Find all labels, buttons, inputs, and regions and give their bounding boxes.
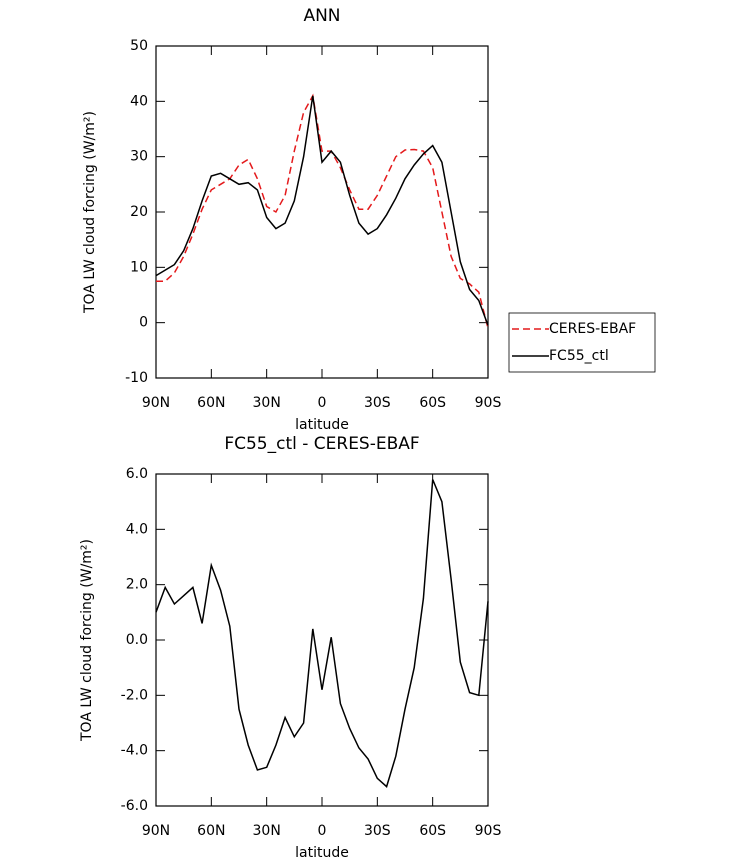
x-tick-label: 30N xyxy=(253,395,281,411)
x-tick-label: 0 xyxy=(318,395,327,411)
y-tick-label: -6.0 xyxy=(121,798,148,814)
legend-box xyxy=(508,312,656,373)
x-tick-label: 30S xyxy=(364,823,391,839)
x-axis-label: latitude xyxy=(295,417,349,433)
chart-title: ANN xyxy=(303,6,340,26)
x-tick-label: 90S xyxy=(475,395,502,411)
y-tick-label: 0.0 xyxy=(126,632,148,648)
x-tick-label: 90N xyxy=(142,823,170,839)
y-tick-label: 6.0 xyxy=(126,466,148,482)
x-tick-label: 60S xyxy=(419,395,446,411)
y-tick-label: 20 xyxy=(130,204,148,220)
y-tick-label: -4.0 xyxy=(121,743,148,759)
y-tick-label: 10 xyxy=(130,259,148,275)
data-line xyxy=(155,479,489,788)
y-axis-label: TOA LW cloud forcing (W/m²) xyxy=(79,539,95,742)
x-tick-label: 60S xyxy=(419,823,446,839)
y-tick-label: 50 xyxy=(130,38,148,54)
x-tick-label: 0 xyxy=(318,823,327,839)
y-tick-label: 0 xyxy=(139,315,148,331)
data-line xyxy=(156,93,489,329)
y-tick-label: 2.0 xyxy=(126,577,148,593)
x-tick-label: 90N xyxy=(142,395,170,411)
legend-label: FC55_ctl xyxy=(549,348,609,364)
y-tick-label: -2.0 xyxy=(121,687,148,703)
x-tick-label: 90S xyxy=(475,823,502,839)
x-axis-label: latitude xyxy=(295,845,349,861)
plot-frame xyxy=(155,473,489,807)
y-tick-label: 4.0 xyxy=(126,521,148,537)
plot-frame xyxy=(155,45,489,379)
y-tick-label: -10 xyxy=(125,370,148,386)
legend-label: CERES-EBAF xyxy=(549,321,636,337)
y-tick-label: 30 xyxy=(130,149,148,165)
x-tick-label: 60N xyxy=(197,395,225,411)
x-tick-label: 30N xyxy=(253,823,281,839)
y-axis-label: TOA LW cloud forcing (W/m²) xyxy=(82,111,98,314)
x-tick-label: 60N xyxy=(197,823,225,839)
chart-title: FC55_ctl - CERES-EBAF xyxy=(224,434,419,454)
data-line xyxy=(155,95,489,326)
y-tick-label: 40 xyxy=(130,93,148,109)
x-tick-label: 30S xyxy=(364,395,391,411)
